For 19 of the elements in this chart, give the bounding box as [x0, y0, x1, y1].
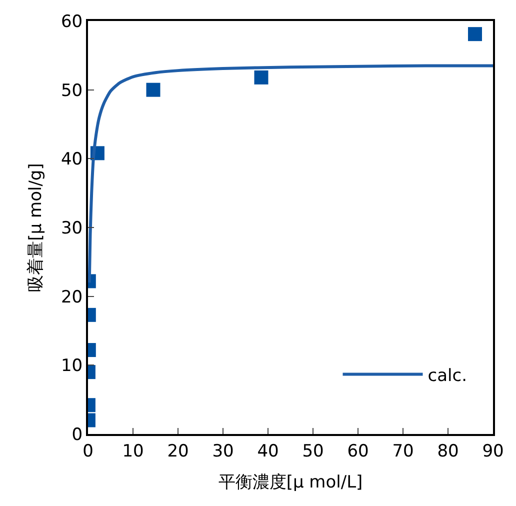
- x-axis-title: 平衡濃度[μ mol/L]: [218, 472, 363, 492]
- legend-label: calc.: [428, 366, 467, 386]
- x-tick-label: 80: [437, 441, 459, 462]
- x-tick-label: 30: [212, 441, 234, 462]
- y-tick-label: 30: [60, 218, 83, 238]
- y-tick-label: 40: [60, 150, 83, 170]
- x-tick-label: 60: [347, 441, 369, 462]
- y-tick-label: 0: [72, 424, 83, 445]
- y-tick-label: 10: [60, 356, 83, 376]
- y-tick-label: 60: [60, 12, 83, 32]
- x-tick-label: 20: [167, 441, 189, 462]
- x-tick-label: 10: [122, 441, 144, 462]
- x-tick-label: 40: [257, 441, 279, 462]
- y-tick-label: 20: [60, 287, 83, 308]
- x-tick-label: 90: [482, 441, 504, 462]
- y-axis-title: 吸着量[μ mol/g]: [26, 163, 46, 292]
- y-tick-label: 50: [60, 80, 83, 101]
- x-tick-label: 50: [302, 441, 324, 462]
- x-tick-label: 70: [392, 441, 414, 462]
